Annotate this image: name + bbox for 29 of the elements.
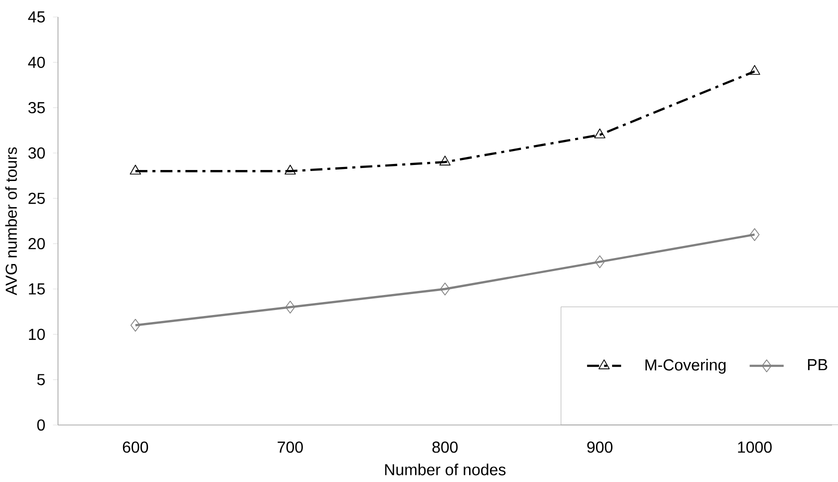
x-tick-label: 1000 <box>738 442 772 453</box>
y-tick-label: 10 <box>28 328 45 340</box>
point <box>594 128 606 138</box>
x-axis-title: Number of nodes <box>385 464 506 476</box>
point <box>284 164 296 175</box>
point <box>439 156 451 166</box>
x-tick-label: 900 <box>587 442 612 453</box>
x-tick-label: 800 <box>432 442 458 453</box>
legend-label: M-Covering <box>646 358 726 374</box>
y-tick-label: 15 <box>28 283 45 295</box>
y-tick-label: 45 <box>28 11 45 23</box>
point <box>750 228 760 241</box>
y-tick-label: 30 <box>28 147 45 159</box>
point <box>440 282 450 296</box>
y-tick-label: 5 <box>37 374 45 386</box>
x-tick-label: 700 <box>278 442 303 453</box>
x-tick-label: 600 <box>122 442 148 453</box>
y-tick-label: 40 <box>28 56 45 68</box>
y-tick-label: 0 <box>37 419 45 431</box>
point <box>130 164 141 175</box>
point <box>130 318 140 332</box>
point <box>749 64 760 75</box>
y-tick-label: 35 <box>28 102 45 114</box>
point <box>594 255 605 268</box>
legend-label: PB <box>808 359 828 370</box>
y-tick-label: 25 <box>28 192 45 204</box>
y-tick-label: 20 <box>28 238 45 250</box>
y-axis-title: AVG number of tours <box>5 147 17 296</box>
point <box>285 300 296 314</box>
